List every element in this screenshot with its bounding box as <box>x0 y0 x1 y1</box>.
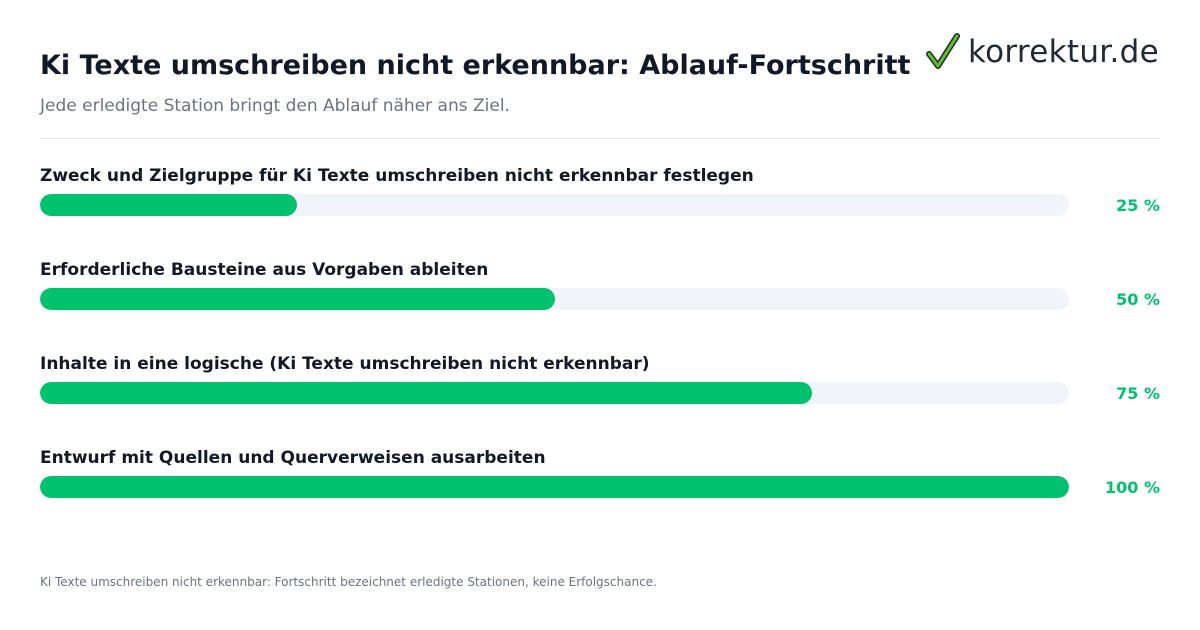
checkmark-icon <box>926 32 960 72</box>
logo: korrektur.de <box>926 30 1159 74</box>
bar-track <box>40 194 1069 216</box>
bar-fill <box>40 194 298 216</box>
bar-track <box>40 382 1069 404</box>
progress-chart: Zweck und Zielgruppe für Ki Texte umschr… <box>40 166 1160 542</box>
bar-label: Inhalte in eine logische (Ki Texte umsch… <box>40 354 650 374</box>
bar-value-label: 75 % <box>1116 384 1160 403</box>
bar-value-label: 100 % <box>1105 478 1160 497</box>
logo-text: korrektur.de <box>968 34 1160 70</box>
bar-value-label: 50 % <box>1116 290 1160 309</box>
bar-track <box>40 288 1069 310</box>
bar-value-label: 25 % <box>1116 196 1160 215</box>
bar-fill <box>40 476 1069 498</box>
bar-fill <box>40 382 812 404</box>
bar-label: Entwurf mit Quellen und Querverweisen au… <box>40 448 546 468</box>
chart-subtitle: Jede erledigte Station bringt den Ablauf… <box>40 96 510 116</box>
footnote: Ki Texte umschreiben nicht erkennbar: Fo… <box>40 575 657 589</box>
divider <box>40 138 1160 139</box>
bar-label: Erforderliche Bausteine aus Vorgaben abl… <box>40 260 489 280</box>
progress-row: Inhalte in eine logische (Ki Texte umsch… <box>40 354 1160 448</box>
bar-track <box>40 476 1069 498</box>
bar-label: Zweck und Zielgruppe für Ki Texte umschr… <box>40 166 754 186</box>
progress-row: Entwurf mit Quellen und Querverweisen au… <box>40 448 1160 542</box>
progress-row: Zweck und Zielgruppe für Ki Texte umschr… <box>40 166 1160 260</box>
bar-fill <box>40 288 555 310</box>
chart-title: Ki Texte umschreiben nicht erkennbar: Ab… <box>40 50 911 81</box>
progress-row: Erforderliche Bausteine aus Vorgaben abl… <box>40 260 1160 354</box>
